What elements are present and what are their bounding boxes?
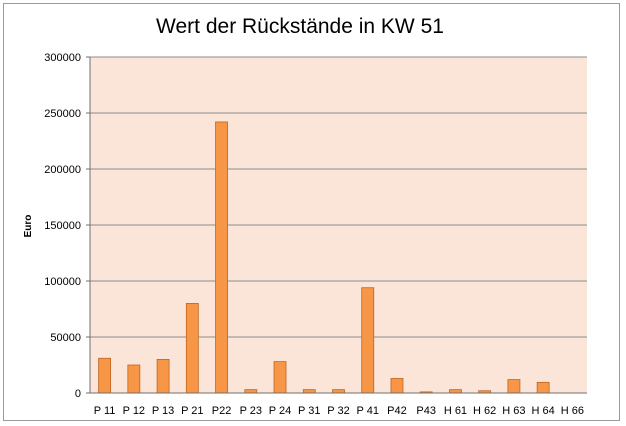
gridlines xyxy=(90,56,587,338)
x-axis-ticks: P 11 P 12 P 13 P 21 P22 P 23 P 24 P 31 P 32 P 41 P… xyxy=(94,405,584,417)
bar xyxy=(302,389,316,394)
x-tick-label: P 32 xyxy=(327,405,349,417)
bars xyxy=(98,121,550,394)
bar xyxy=(507,379,521,394)
x-tick-label: P 31 xyxy=(298,405,320,417)
x-tick-label: P 23 xyxy=(240,405,262,417)
y-tick-label: 100000 xyxy=(44,276,81,288)
bar xyxy=(127,364,141,394)
x-tick-label: P 21 xyxy=(181,405,203,417)
x-tick-label: P22 xyxy=(212,405,232,417)
bar xyxy=(215,121,228,394)
bar xyxy=(536,381,550,394)
bar xyxy=(185,302,199,394)
bar xyxy=(361,287,375,394)
bar xyxy=(273,361,287,394)
x-tick-label: H 61 xyxy=(444,405,467,417)
x-tick-label: H 64 xyxy=(532,405,555,417)
x-tick-label: H 63 xyxy=(502,405,525,417)
x-tick-label: P 13 xyxy=(152,405,174,417)
y-tick-label: 250000 xyxy=(44,108,81,120)
y-tick-label: 50000 xyxy=(50,332,81,344)
bar xyxy=(332,389,345,394)
x-tick-label: P 24 xyxy=(269,405,291,417)
x-tick-label: H 62 xyxy=(473,405,496,417)
chart-title: Wert der Rückstände in KW 51 xyxy=(156,15,444,38)
bar xyxy=(156,358,170,394)
y-axis-label: Euro xyxy=(23,215,34,238)
x-tick-label: P 11 xyxy=(94,405,116,417)
y-tick-label: 300000 xyxy=(44,52,81,64)
y-axis-ticks: 0 50000 100000 150000 200000 250000 300000 xyxy=(44,52,90,400)
bar xyxy=(390,378,404,394)
x-tick-label: P 41 xyxy=(357,405,379,417)
x-tick-label: P 12 xyxy=(123,405,145,417)
bar xyxy=(98,357,112,394)
y-tick-label: 150000 xyxy=(44,220,81,232)
y-tick-label: 0 xyxy=(75,388,81,400)
x-tick-label: H 66 xyxy=(561,405,584,417)
x-tick-label: P43 xyxy=(416,405,436,417)
bar xyxy=(244,389,258,394)
y-tick-label: 200000 xyxy=(44,164,81,176)
bar xyxy=(449,389,462,394)
x-tick-label: P42 xyxy=(387,405,407,417)
